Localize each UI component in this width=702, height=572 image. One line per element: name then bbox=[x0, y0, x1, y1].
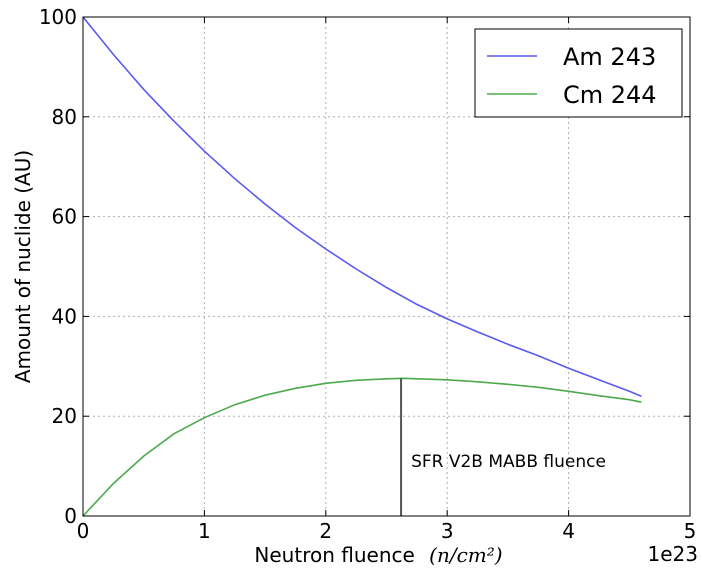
x-axis-offset-label: 1e23 bbox=[648, 542, 698, 566]
legend-entry: Cm 244 bbox=[563, 81, 657, 109]
y-tick-label: 100 bbox=[39, 5, 77, 29]
tick-layer: 0 1 2 3 4 5 0 20 40 60 80 100 bbox=[39, 5, 697, 543]
series-layer bbox=[82, 16, 642, 517]
fluence-annotation-label: SFR V2B MABB fluence bbox=[411, 452, 606, 472]
x-axis-label-text: Neutron fluence bbox=[254, 543, 414, 567]
y-tick-label: 0 bbox=[64, 504, 77, 528]
annotation-layer: SFR V2B MABB fluence bbox=[400, 378, 606, 516]
y-axis-label: Amount of nuclide (AU) bbox=[11, 150, 35, 383]
y-tick-label: 40 bbox=[52, 304, 77, 328]
x-tick-label: 5 bbox=[684, 519, 697, 543]
series-line-am-243 bbox=[82, 16, 642, 397]
legend-box bbox=[474, 28, 683, 118]
legend-entry: Am 243 bbox=[563, 43, 656, 71]
x-tick-label: 4 bbox=[562, 519, 575, 543]
y-tick-label: 20 bbox=[52, 404, 77, 428]
legend: Am 243 Cm 244 bbox=[474, 28, 683, 118]
x-axis-label: Neutron fluence (n/cm²) bbox=[254, 543, 502, 567]
x-tick-label: 0 bbox=[77, 519, 90, 543]
plot-frame bbox=[82, 16, 691, 517]
x-axis-unit: (n/cm²) bbox=[429, 543, 502, 567]
x-tick-label: 3 bbox=[441, 519, 454, 543]
y-tick-label: 80 bbox=[52, 105, 77, 129]
series-line-cm-244 bbox=[82, 377, 642, 517]
x-tick-label: 1 bbox=[198, 519, 211, 543]
x-tick-label: 2 bbox=[319, 519, 332, 543]
y-tick-label: 60 bbox=[52, 205, 77, 229]
